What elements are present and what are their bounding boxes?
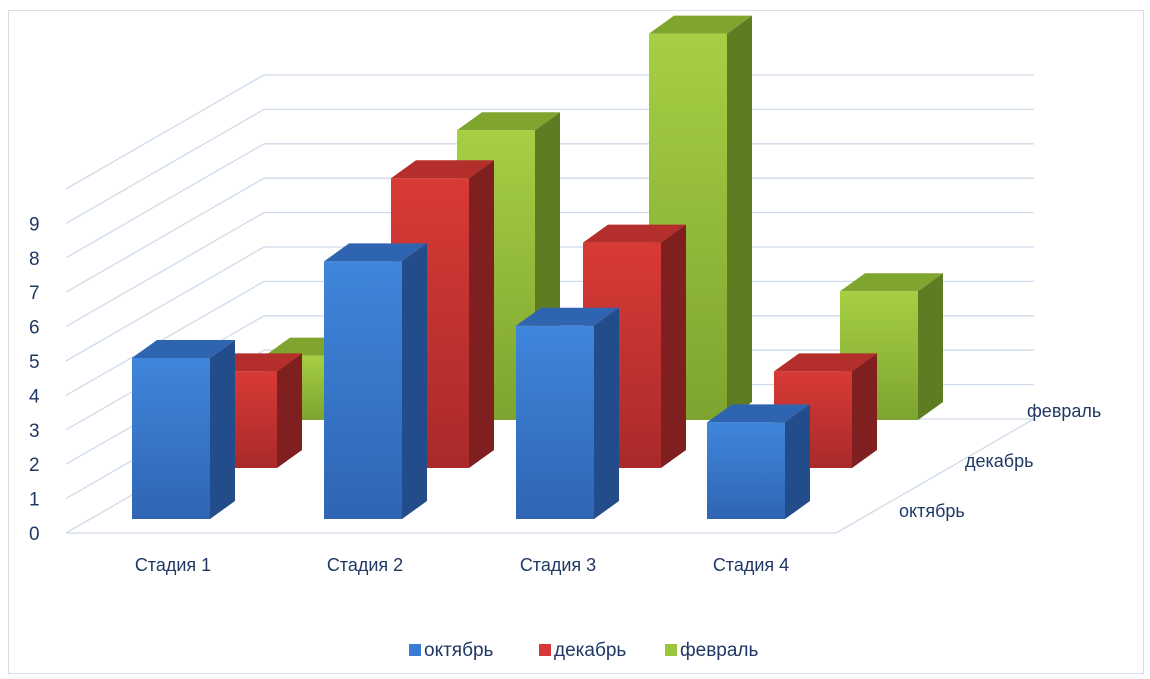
gridline-side: [65, 108, 265, 224]
floor-right-edge: [835, 418, 1035, 534]
y-tick-label: 6: [29, 318, 40, 339]
x-axis-ticks: Стадия 1 Стадия 2 Стадия 3 Стадия 4: [135, 555, 789, 575]
y-tick-label: 1: [29, 490, 40, 511]
bar-side: [402, 243, 427, 519]
bar-side: [785, 404, 810, 519]
bar-side: [918, 273, 943, 420]
depth-axis-ticks: октябрь декабрь февраль: [899, 401, 1101, 521]
bar-top: [840, 273, 943, 292]
bar-top: [457, 112, 560, 131]
gridline-side: [65, 143, 265, 259]
y-tick-label: 3: [29, 421, 40, 442]
gridline-side: [65, 177, 265, 293]
depth-label: декабрь: [965, 451, 1034, 471]
category-label: Стадия 2: [327, 555, 403, 575]
y-tick-label: 4: [29, 386, 40, 407]
bar-top: [649, 15, 752, 34]
y-tick-label: 2: [29, 455, 40, 476]
bar-side: [594, 307, 619, 519]
bar-top: [324, 243, 427, 262]
gridline-side: [65, 74, 265, 190]
bar: [707, 422, 785, 519]
legend-swatch: [539, 644, 551, 656]
depth-label: октябрь: [899, 501, 965, 521]
bar-side: [277, 353, 302, 468]
y-tick-label: 0: [29, 524, 40, 545]
gridline-side: [65, 280, 265, 396]
bar-side: [469, 160, 494, 468]
legend-swatch: [409, 644, 421, 656]
category-label: Стадия 4: [713, 555, 789, 575]
bar-top: [774, 353, 877, 372]
bar-side: [661, 224, 686, 468]
category-label: Стадия 1: [135, 555, 211, 575]
gridline-side: [65, 212, 265, 328]
bar-top: [583, 224, 686, 243]
bar: [132, 358, 210, 519]
bar-side: [727, 15, 752, 420]
bar-side: [210, 340, 235, 519]
y-axis-ticks: 0 1 2 3 4 5 6 7 8 9: [29, 214, 40, 545]
bar-top: [391, 160, 494, 179]
legend: октябрь декабрь февраль: [409, 640, 759, 661]
legend-swatch: [665, 644, 677, 656]
legend-label: февраль: [680, 640, 759, 661]
bar-top: [132, 340, 235, 358]
legend-label: октябрь: [424, 640, 494, 661]
bar-top: [707, 404, 810, 423]
legend-label: декабрь: [554, 640, 626, 661]
depth-label: февраль: [1027, 401, 1101, 421]
bar-top: [516, 307, 619, 326]
bar-side: [852, 353, 877, 468]
bar: [516, 325, 594, 519]
y-tick-label: 9: [29, 214, 40, 235]
gridline-side: [65, 246, 265, 362]
y-tick-label: 8: [29, 249, 40, 270]
bar: [324, 261, 402, 519]
category-label: Стадия 3: [520, 555, 596, 575]
y-tick-label: 7: [29, 283, 40, 304]
y-tick-label: 5: [29, 352, 40, 373]
bars: [132, 15, 943, 519]
